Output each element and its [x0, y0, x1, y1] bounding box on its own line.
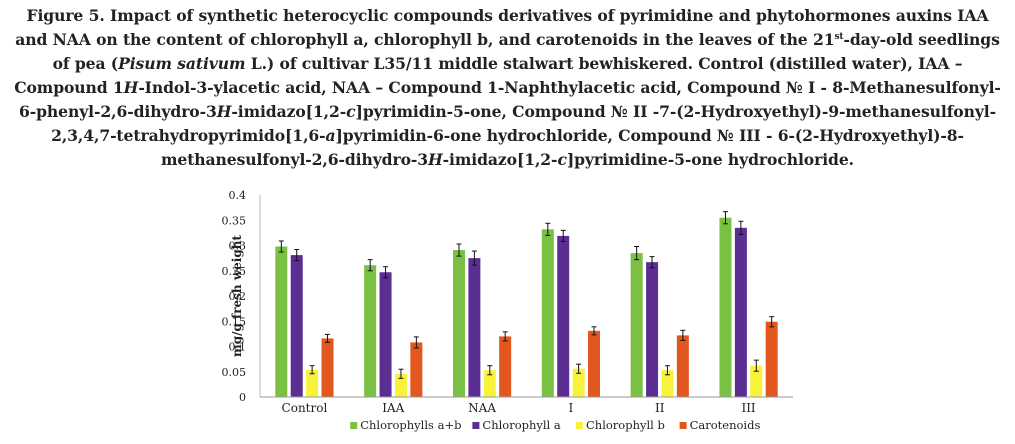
bar	[275, 246, 288, 397]
legend-swatch	[679, 422, 687, 429]
x-category-label: II	[655, 401, 665, 415]
bar	[676, 335, 689, 397]
y-tick-label: 0.3	[229, 240, 247, 253]
legend-swatch	[350, 422, 358, 429]
x-category-label: Control	[282, 401, 328, 415]
y-tick-label: 0.4	[229, 189, 247, 202]
bar	[410, 342, 423, 397]
bar-chart: 0 0.05 0.1 0.15 0.2 0.25 0.3 0.35 0.4 mg/g fresh …	[222, 189, 793, 432]
bar	[483, 370, 496, 397]
y-tick-label: 0	[239, 391, 246, 404]
x-category-label: NAA	[468, 401, 496, 415]
legend-swatch	[472, 422, 480, 429]
bar	[394, 373, 407, 397]
bar	[646, 262, 659, 397]
figure-caption: Figure 5. Impact of synthetic heterocycl…	[14, 6, 1001, 169]
x-category-label: III	[741, 401, 755, 415]
bar	[750, 365, 763, 397]
bar	[557, 235, 570, 397]
legend-label: Chlorophyll b	[586, 418, 665, 432]
x-category-label: I	[569, 401, 574, 415]
bar	[306, 369, 319, 397]
y-tick-label: 0.2	[229, 290, 247, 303]
y-axis-label: mg/g fresh weight	[230, 235, 244, 357]
bar	[452, 250, 465, 397]
bar	[468, 258, 481, 397]
bar	[630, 253, 643, 397]
legend-label: Chlorophylls a+b	[360, 418, 461, 432]
bar	[499, 336, 512, 397]
y-tick-label: 0.25	[222, 265, 247, 278]
bar	[321, 338, 334, 397]
bar	[765, 321, 778, 397]
x-category-label: IAA	[382, 401, 404, 415]
bar	[541, 229, 554, 397]
y-tick-label: 0.05	[222, 366, 247, 379]
legend-label: Chlorophyll a	[482, 418, 561, 432]
figure-label: Figure 5.	[26, 6, 105, 25]
bar	[588, 330, 601, 397]
bar	[734, 227, 747, 397]
bar	[661, 370, 674, 397]
bar	[379, 272, 392, 397]
bar	[364, 265, 377, 397]
bar	[572, 368, 585, 397]
bar	[719, 217, 732, 397]
y-tick-label: 0.15	[222, 315, 247, 328]
legend-label: Carotenoids	[690, 418, 761, 432]
legend-swatch	[576, 422, 583, 429]
bar	[290, 255, 303, 397]
y-tick-label: 0.1	[229, 341, 247, 354]
y-tick-label: 0.35	[222, 214, 247, 227]
